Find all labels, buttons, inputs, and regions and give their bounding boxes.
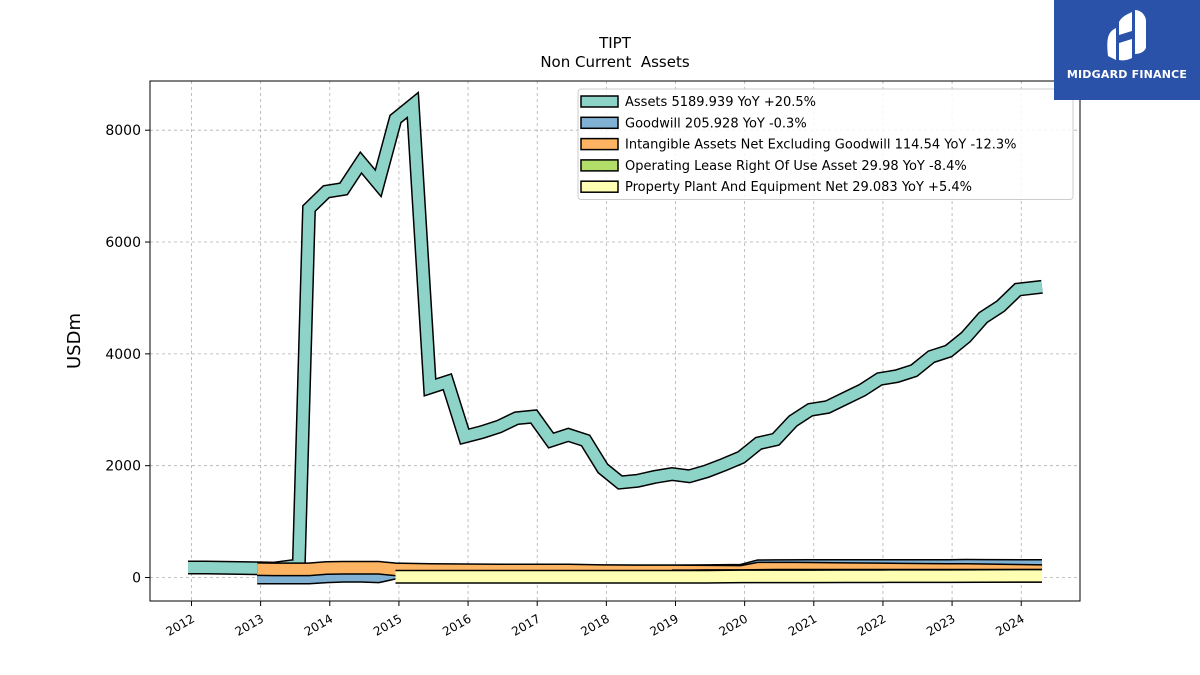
brand-logo-icon [1107, 10, 1146, 61]
series-assets [188, 91, 1043, 580]
legend-swatch [580, 180, 619, 193]
legend-label: Intangible Assets Net Excluding Goodwill… [625, 138, 1016, 153]
legend-label: Goodwill 205.928 YoY -0.3% [625, 116, 807, 131]
y-tick-label: 2000 [105, 459, 141, 475]
series-line [395, 570, 1042, 583]
y-tick-label: 6000 [105, 235, 141, 251]
legend-swatch [580, 95, 619, 108]
series-layer [188, 91, 1043, 585]
legend-label: Property Plant And Equipment Net 29.083 … [625, 180, 972, 195]
legend-swatch [580, 159, 619, 172]
legend-label: Operating Lease Right Of Use Asset 29.98… [625, 159, 967, 174]
series-line [188, 94, 1043, 578]
chart-title: TIPT [598, 34, 632, 52]
legend-box [577, 88, 1074, 200]
legend-label: Assets 5189.939 YoY +20.5% [625, 95, 816, 110]
legend: Assets 5189.939 YoY +20.5% Goodwill 205.9… [577, 88, 1074, 200]
y-tick-label: 8000 [105, 123, 141, 139]
brand-name: MIDGARD FINANCE [1066, 68, 1188, 81]
legend-swatch [580, 137, 619, 151]
brand-logo: MIDGARD FINANCE [1054, 0, 1200, 100]
legend-swatch [580, 116, 619, 130]
chart-subtitle: Non Current Assets [540, 53, 690, 71]
y-axis-label: USDm [64, 313, 85, 369]
series-property-plant-and-equipment-net [395, 568, 1042, 584]
y-tick-label: 0 [132, 571, 141, 587]
y-tick-label: 4000 [105, 347, 141, 363]
plot-frame [149, 80, 1081, 602]
